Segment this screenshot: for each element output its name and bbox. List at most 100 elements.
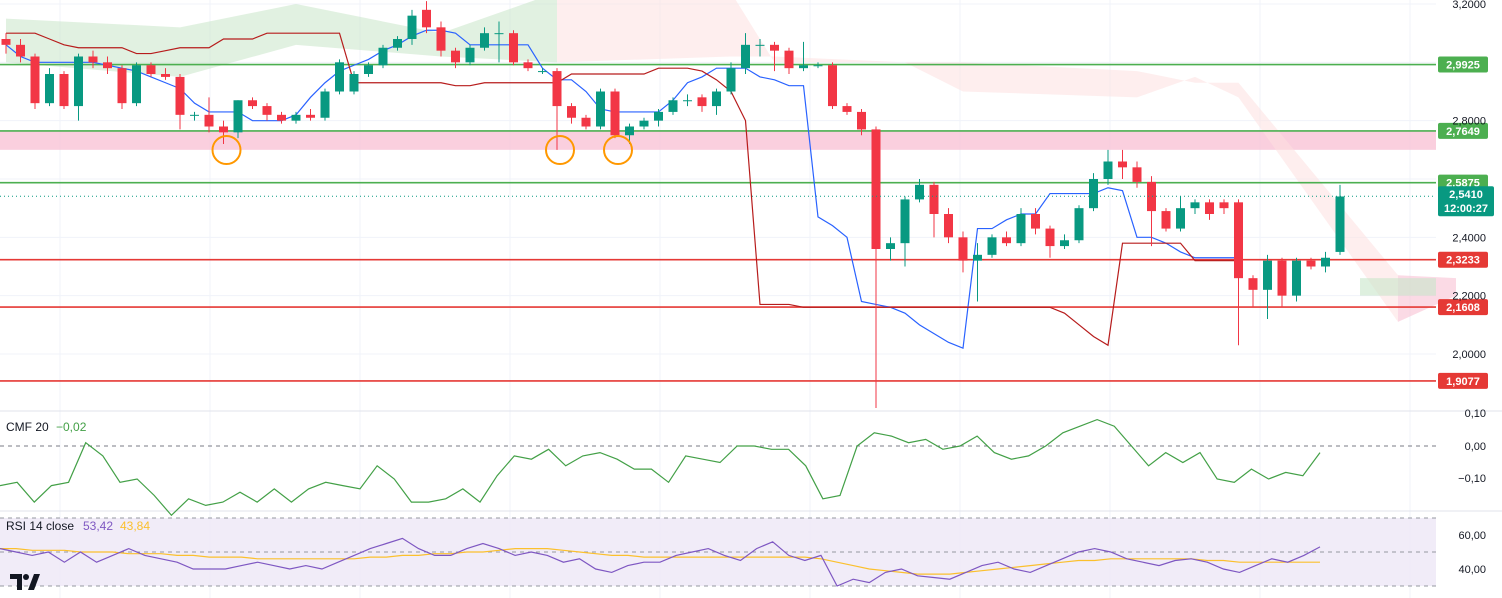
price-level-tag <box>1438 251 1488 268</box>
candle-body <box>306 114 315 118</box>
candle-body <box>219 126 228 133</box>
cmf-axis-tick: −0,10 <box>1458 473 1486 485</box>
rsi-label: RSI 14 close <box>6 519 74 533</box>
candle-body <box>1147 181 1156 212</box>
candle-body <box>1060 240 1069 247</box>
touch-marker-circle <box>211 135 242 165</box>
logo-part <box>23 574 29 580</box>
candle-body <box>625 126 634 136</box>
candle-body <box>190 114 199 116</box>
kijun-line <box>6 32 1239 347</box>
cmf-axis-tick: 0,10 <box>1465 408 1486 420</box>
candle-body <box>654 111 663 121</box>
candle-body <box>1002 237 1011 244</box>
candle-body <box>668 100 678 112</box>
candle-body <box>480 33 489 48</box>
cmf-line <box>0 418 1321 517</box>
candle-body <box>233 100 243 133</box>
candle-body <box>915 184 924 200</box>
candle-body <box>277 114 286 121</box>
candle-body <box>567 106 576 118</box>
price-axis-tick: 3,2000 <box>1452 0 1486 11</box>
candle-body <box>451 50 460 63</box>
candle-body <box>1219 202 1229 209</box>
candle-body <box>1016 214 1026 244</box>
rsi-line <box>0 537 1321 587</box>
candle-body <box>639 120 649 127</box>
candle-body <box>581 117 591 127</box>
candle-body <box>1321 257 1330 267</box>
candle-body <box>770 44 779 51</box>
candle-body <box>436 27 446 51</box>
candle-body <box>900 199 910 244</box>
candle-body <box>1074 208 1084 241</box>
candle-body <box>349 74 359 92</box>
candle-body <box>1292 260 1301 296</box>
candle-body <box>30 56 40 104</box>
candle-body <box>1118 161 1127 168</box>
rsi-band <box>0 518 1436 586</box>
candle-body <box>1263 260 1272 290</box>
price-axis-tick: 2,8000 <box>1452 116 1486 128</box>
candle-body <box>335 62 344 92</box>
ichimoku-cloud-segment <box>557 0 731 63</box>
candle-body <box>552 71 562 107</box>
candle-body <box>1176 208 1185 229</box>
rsi-ma-line <box>0 547 1320 575</box>
candle-body <box>1045 228 1055 247</box>
candle-body <box>958 237 968 261</box>
ichimoku-cloud-segment <box>963 62 1137 98</box>
candle-body <box>886 243 895 249</box>
touch-marker-circle <box>603 135 633 165</box>
ichimoku-cloud-segment <box>1195 76 1239 98</box>
candle-body <box>1234 202 1243 279</box>
ichimoku-cloud-segment <box>1238 82 1398 322</box>
logo-part <box>28 574 40 590</box>
price-level-label: 2,9925 <box>1446 60 1480 72</box>
candle-body <box>407 15 417 39</box>
candle-body <box>755 44 765 46</box>
candle-body <box>813 65 823 67</box>
candle-body <box>1277 260 1287 296</box>
candle-body <box>596 91 605 127</box>
candle-body <box>828 65 837 107</box>
candle-body <box>88 56 98 63</box>
candle-body <box>1205 202 1214 214</box>
candle-body <box>523 62 533 69</box>
rsi-axis-tick: 40,00 <box>1458 564 1486 576</box>
candle-body <box>1103 161 1113 179</box>
candle-body <box>509 33 518 63</box>
candle-body <box>1 39 11 45</box>
price-axis-tick: 2,4000 <box>1452 232 1486 244</box>
candle-body <box>320 91 330 118</box>
price-level-label: 2,7649 <box>1446 126 1480 138</box>
ichimoku-cloud-segment <box>296 4 441 57</box>
cmf-label: CMF 20 <box>6 420 49 434</box>
candle-body <box>74 56 83 107</box>
ichimoku-cloud-segment <box>1360 278 1436 296</box>
ichimoku-cloud-segment <box>774 56 905 63</box>
candle-body <box>103 62 112 69</box>
candles <box>1 1 1345 408</box>
candle-body <box>393 39 402 48</box>
cmf-value: −0,02 <box>56 420 87 434</box>
price-level-label: 1,9077 <box>1446 376 1480 388</box>
ichimoku-cloud-segment <box>905 62 963 92</box>
candle-body <box>378 47 388 66</box>
rsi-value: 53,42 <box>83 519 113 533</box>
candle-body <box>1031 214 1040 229</box>
candle-body <box>1248 278 1258 290</box>
candle-body <box>422 9 431 28</box>
candle-body <box>45 74 54 104</box>
candle-body <box>494 33 504 35</box>
rsi-axis-tick: 60,00 <box>1458 530 1486 542</box>
candle-body <box>161 74 170 77</box>
candle-body <box>117 68 127 104</box>
candle-body <box>538 71 547 73</box>
touch-marker-circle <box>545 135 575 165</box>
price-axis: 3,2000 2,8000 2,4000 2,2000 2,0000 <box>1452 0 1486 361</box>
bar-countdown: 12:00:27 <box>1444 203 1488 215</box>
candle-body <box>1335 196 1345 252</box>
